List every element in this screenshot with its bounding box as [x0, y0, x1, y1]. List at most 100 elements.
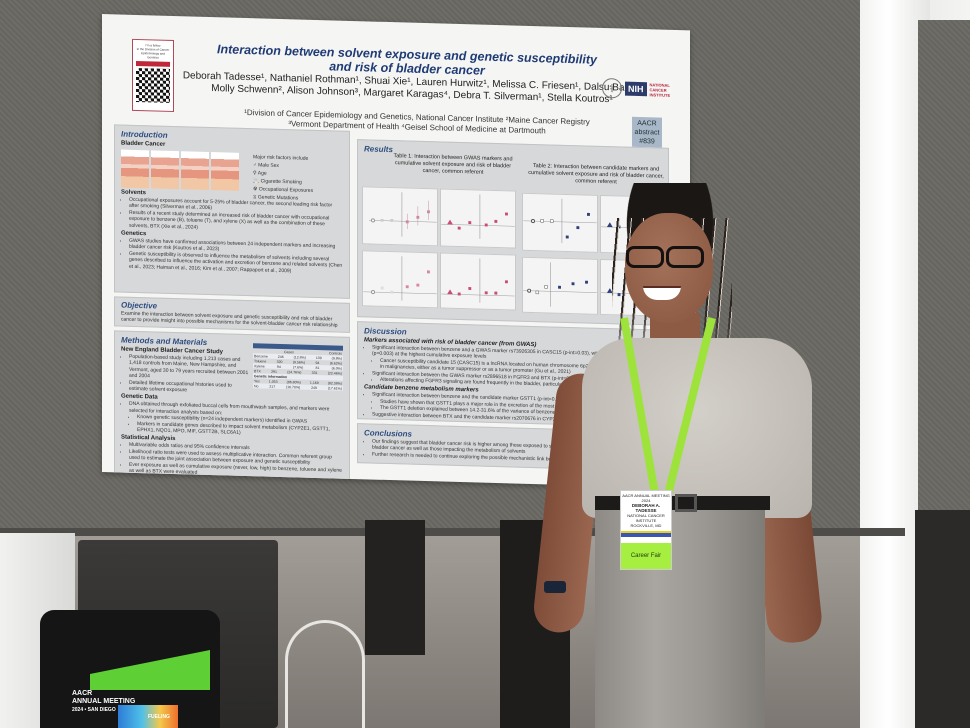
cell: 1,053	[268, 379, 278, 384]
badge-name: DEBORAH A. TADESSE	[631, 503, 661, 513]
table1-caption: Table 1: Interaction between GWAS marker…	[393, 153, 513, 176]
badge-organization: NATIONAL CANCER INSTITUTE	[627, 513, 665, 523]
exposure-table: Cases Controls Benzene 246 (12.8%) 139 (9.8%)…	[253, 343, 343, 391]
forest-plot	[363, 256, 437, 301]
forest-plot-casc15-benzene	[362, 186, 438, 247]
presenter: AACR ANNUAL MEETING 2024 DEBORAH A. TADE…	[531, 178, 824, 728]
bag-line-2: 2024 • SAN DIEGO	[72, 707, 116, 713]
cell: 246	[277, 354, 284, 359]
fellow-caption: in the Division of Cancer Epidemiology a…	[136, 46, 170, 60]
forest-plot-gstt1-benzene	[522, 192, 598, 253]
cell: 94	[315, 360, 320, 365]
badge-event: AACR ANNUAL MEETING 2024	[622, 493, 670, 503]
risk-label: Cigarette Smoking	[260, 178, 302, 186]
stage-image	[181, 151, 209, 190]
forest-plot-fgfr3-btx	[440, 252, 516, 311]
genetics-list: GWAS studies have confirmed associations…	[121, 238, 343, 276]
adjacent-poster-board	[918, 20, 970, 510]
forest-plot-casc15-btx	[440, 188, 516, 249]
abstract-tag: AACR abstract #839	[632, 116, 662, 148]
stage-image	[121, 149, 149, 189]
forest-plot	[523, 198, 597, 244]
fellow-qr-card: I'm a fellow in the Division of Cancer E…	[132, 38, 174, 113]
risk-label: Genetic Mutations	[257, 194, 299, 202]
table-col: Cases	[284, 349, 294, 354]
cell: 217	[269, 384, 276, 389]
forest-plot	[441, 258, 515, 303]
forest-plot-cyp2e1-benzene	[522, 256, 598, 315]
cell: 331	[311, 370, 318, 375]
cell: Xylene	[254, 363, 265, 369]
qr-code-icon	[136, 67, 170, 103]
cell: BTX	[254, 368, 261, 373]
bag-brand: AACR	[72, 690, 93, 697]
board-frame	[0, 528, 905, 536]
cell: 94	[276, 364, 281, 369]
badge-location: ROCKVILLE, MD	[630, 523, 662, 528]
cell: (17.61%)	[327, 385, 342, 391]
cell: 139	[315, 355, 322, 360]
cell: 81	[315, 365, 320, 370]
risk-label: Male Sex	[258, 162, 279, 169]
bag-sticker-text: FUELING PROGRESS	[148, 714, 170, 720]
forest-plot-fgfr3-benzene	[362, 250, 438, 309]
tote-bag-handle	[285, 620, 365, 728]
cell: (24.76%)	[287, 369, 302, 375]
introduction-panel: Introduction Bladder Cancer Major risk f…	[114, 124, 350, 299]
cell: 320	[276, 359, 283, 364]
cell: (9.8%)	[331, 355, 342, 361]
forest-plot	[369, 192, 437, 237]
cigarette-icon: 🚬	[253, 178, 261, 185]
table-col: Controls	[328, 350, 342, 356]
risk-factor-list: Major risk factors include ♂ Male Sex ⚲ …	[253, 153, 313, 203]
glasses-lens-right	[666, 246, 704, 268]
cell: (7.6%)	[293, 364, 304, 370]
conference-badge: AACR ANNUAL MEETING 2024 DEBORAH A. TADE…	[620, 490, 672, 570]
cell: Benzene	[254, 353, 268, 359]
smile	[643, 286, 681, 300]
cell: (86.80%)	[286, 379, 301, 385]
cell: 249	[311, 385, 317, 390]
career-fair-ribbon: Career Fair	[621, 543, 671, 569]
cell: (12.8%)	[293, 354, 306, 360]
dark-panel-right	[915, 510, 970, 728]
cell: (82.38%)	[327, 380, 342, 386]
methods-panel: Methods and Materials New England Bladde…	[114, 330, 350, 481]
cell: 291	[271, 369, 277, 374]
cell: (6.0%)	[331, 365, 342, 371]
cell: Toluene	[254, 358, 267, 364]
bag-line-1: ANNUAL MEETING	[72, 698, 136, 705]
cell: 1,169	[309, 380, 319, 385]
bullet: Population-based study including 1,213 c…	[129, 354, 249, 383]
hhs-eagle-icon: ⚕	[602, 77, 622, 99]
lanyard	[620, 318, 716, 493]
passerby-legs	[365, 520, 425, 655]
stage-image	[211, 152, 239, 191]
cell: Yes	[254, 378, 260, 383]
study-list: Population-based study including 1,213 c…	[121, 354, 249, 396]
face	[625, 213, 713, 323]
belt-buckle	[675, 494, 697, 512]
risk-label: Age	[257, 170, 267, 177]
bag-sticker: FUELING PROGRESS	[118, 705, 178, 728]
cell: (16.70%)	[286, 384, 301, 390]
badge-band	[621, 531, 671, 537]
forest-plot	[523, 262, 597, 307]
smartwatch	[544, 581, 566, 593]
nci-wordmark: NATIONAL CANCER INSTITUTE	[649, 81, 671, 98]
nih-logo: ⚕ NIH NATIONAL CANCER INSTITUTE	[602, 77, 684, 100]
nih-mark: NIH	[625, 81, 647, 97]
glasses-lens-left	[626, 246, 664, 268]
cell: (9.56%)	[292, 359, 306, 365]
glasses	[612, 246, 704, 268]
bullet: Detailed lifetime occupational histories…	[129, 379, 249, 395]
bag-logo: AACR ANNUAL MEETING 2024 • SAN DIEGO	[72, 690, 172, 714]
objective-panel: Objective Examine the interaction betwee…	[114, 296, 350, 333]
stage-image	[151, 150, 179, 190]
fellow-banner	[136, 60, 170, 67]
forest-plot	[441, 194, 515, 239]
cell: No	[254, 383, 259, 388]
cell: (22.46%)	[327, 370, 342, 376]
cell: (6.62%)	[329, 360, 342, 366]
